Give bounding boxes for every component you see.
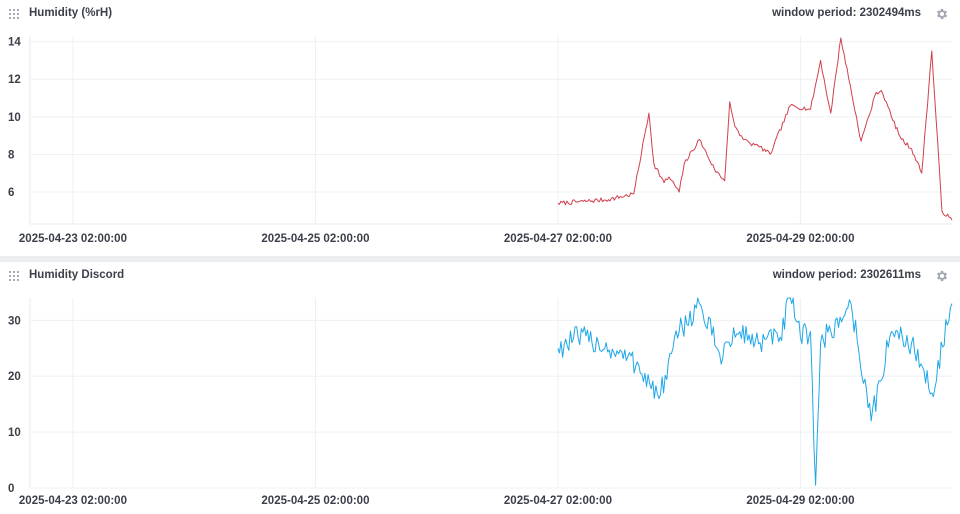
x-tick-label: 2025-04-25 02:00:00 [261, 495, 369, 507]
y-tick-label: 10 [8, 427, 21, 439]
data-point [713, 168, 715, 170]
data-point [900, 138, 902, 140]
data-point [931, 50, 933, 52]
data-point [890, 116, 892, 118]
data-point [860, 140, 862, 142]
data-point [769, 153, 771, 155]
data-point [759, 342, 761, 344]
humidity-panel: Humidity (%rH) window period: 2302494ms … [0, 0, 960, 256]
data-point [789, 104, 791, 106]
panel-header: Humidity Discord window period: 2302611m… [0, 262, 960, 290]
data-point [658, 397, 660, 399]
window-period-label: window period: 2302494ms [772, 7, 921, 19]
data-point [910, 342, 912, 344]
data-point [582, 200, 584, 202]
data-point [819, 342, 821, 344]
panel-header: Humidity (%rH) window period: 2302494ms [0, 0, 960, 28]
y-tick-label: 8 [8, 149, 15, 161]
data-point [890, 330, 892, 332]
data-point [814, 484, 816, 486]
humidity-discord-chart[interactable]: 0 10 20 30 2025-04-23 02:00:00 2025-04-25 02:… [0, 262, 960, 514]
data-point [557, 202, 559, 204]
y-tick-label: 12 [8, 74, 21, 86]
data-point [910, 148, 912, 150]
data-point [617, 353, 619, 355]
data-point [754, 144, 756, 146]
data-point [607, 198, 609, 200]
data-point [729, 101, 731, 103]
data-point [739, 330, 741, 332]
data-point [739, 134, 741, 136]
y-tick-label: 14 [8, 37, 21, 49]
data-point [749, 142, 751, 144]
data-point [698, 138, 700, 140]
data-point [557, 347, 559, 349]
x-tick-label: 2025-04-23 02:00:00 [19, 233, 127, 245]
data-point [698, 302, 700, 304]
data-point [759, 146, 761, 148]
data-point [663, 181, 665, 183]
data-point [734, 125, 736, 127]
data-point [830, 330, 832, 332]
data-point [789, 297, 791, 299]
y-tick-label: 30 [8, 315, 21, 327]
drag-handle-icon[interactable] [8, 8, 19, 19]
data-point [648, 112, 650, 114]
y-tick-label: 10 [8, 112, 21, 124]
data-point [744, 138, 746, 140]
data-point [779, 336, 781, 338]
data-point [921, 172, 923, 174]
data-point [875, 91, 877, 93]
x-tick-label: 2025-04-29 02:00:00 [746, 233, 854, 245]
panel-title: Humidity (%rH) [29, 7, 113, 19]
data-point [633, 193, 635, 195]
data-point [951, 302, 953, 304]
x-tick-label: 2025-04-25 02:00:00 [261, 233, 369, 245]
data-point [799, 336, 801, 338]
data-point [724, 180, 726, 182]
data-point [678, 191, 680, 193]
data-point [880, 89, 882, 91]
humidity-chart[interactable]: 6 8 10 12 14 2025-04-23 02:00:00 2025-04-25 02… [0, 0, 960, 256]
data-point [850, 302, 852, 304]
data-point [951, 219, 953, 221]
drag-handle-icon[interactable] [8, 270, 19, 281]
data-point [577, 336, 579, 338]
data-point [718, 353, 720, 355]
y-tick-label: 20 [8, 371, 21, 383]
data-point [840, 37, 842, 39]
data-point [653, 163, 655, 165]
y-tick-label: 0 [8, 483, 14, 495]
data-point [825, 87, 827, 89]
humidity-discord-panel: Humidity Discord window period: 2302611m… [0, 262, 960, 514]
data-point [683, 163, 685, 165]
window-period-label: window period: 2302611ms [772, 269, 921, 281]
x-tick-label: 2025-04-27 02:00:00 [504, 233, 612, 245]
gear-icon[interactable] [935, 7, 949, 21]
gear-icon[interactable] [935, 269, 949, 283]
data-point [809, 330, 811, 332]
panel-divider [0, 256, 960, 262]
data-point [678, 330, 680, 332]
panel-title: Humidity Discord [29, 269, 125, 281]
data-point [668, 176, 670, 178]
data-point [931, 392, 933, 394]
series-line [557, 37, 953, 221]
data-point [819, 59, 821, 61]
data-point [870, 420, 872, 422]
data-point [830, 112, 832, 114]
series-line [557, 297, 953, 486]
data-point [941, 210, 943, 212]
data-point [597, 342, 599, 344]
data-point [885, 101, 887, 103]
data-point [809, 108, 811, 110]
x-tick-label: 2025-04-23 02:00:00 [19, 495, 127, 507]
data-point [638, 364, 640, 366]
x-tick-label: 2025-04-29 02:00:00 [746, 495, 854, 507]
x-tick-label: 2025-04-27 02:00:00 [504, 495, 612, 507]
y-tick-label: 6 [8, 187, 14, 199]
